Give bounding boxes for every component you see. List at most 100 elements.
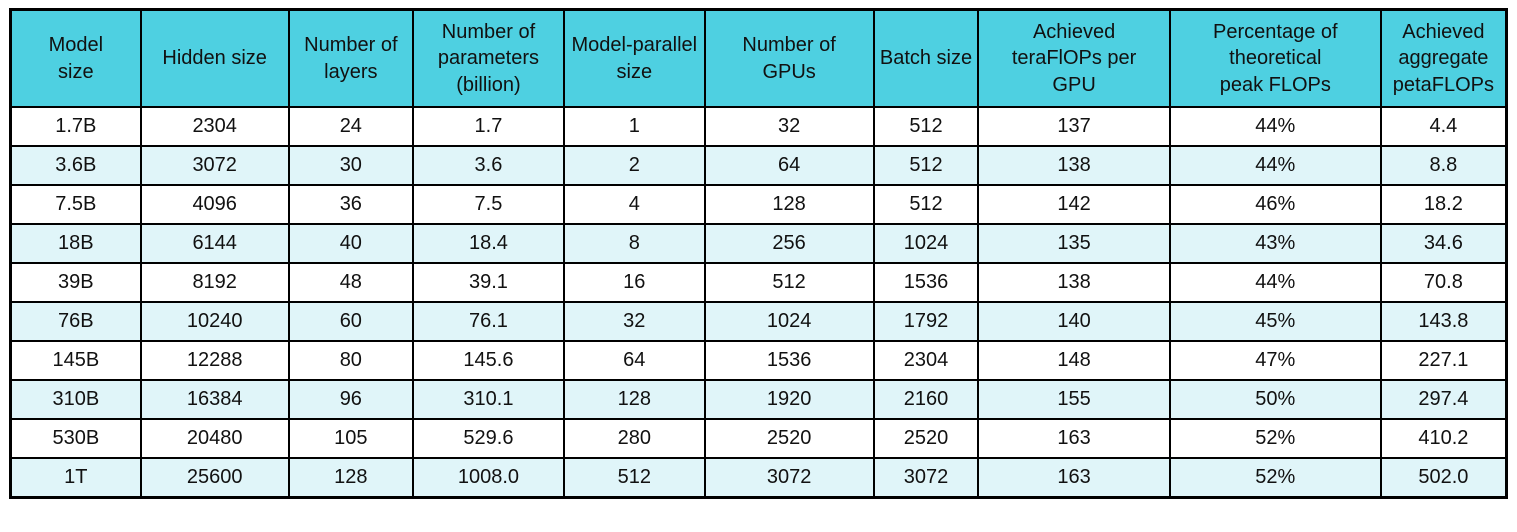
table-cell: 18.4 xyxy=(411,223,565,265)
table-cell: 2160 xyxy=(872,379,980,421)
table-cell: 297.4 xyxy=(1379,379,1508,421)
table-cell: 45% xyxy=(1168,301,1382,343)
table-cell: 64 xyxy=(562,340,706,382)
table-cell: 155 xyxy=(977,379,1171,421)
table-cell: 8192 xyxy=(139,262,290,304)
table-row: 7.5B 4096 36 7.5 4 128 512 142 46% 18.2 xyxy=(9,184,1508,226)
table-cell: 1T xyxy=(9,457,142,499)
table-cell: 24 xyxy=(287,106,414,148)
table-cell: 76B xyxy=(9,301,142,343)
header-cell-8: Achieved teraFlOPs per GPU xyxy=(977,8,1171,109)
table-cell: 143.8 xyxy=(1379,301,1508,343)
table-cell: 18.2 xyxy=(1379,184,1508,226)
table-row: 3.6B 3072 30 3.6 2 64 512 138 44% 8.8 xyxy=(9,145,1508,187)
table-cell: 60 xyxy=(287,301,414,343)
table-cell: 128 xyxy=(703,184,875,226)
table-cell: 310B xyxy=(9,379,142,421)
table-cell: 32 xyxy=(562,301,706,343)
table-cell: 1024 xyxy=(703,301,875,343)
table-cell: 12288 xyxy=(139,340,290,382)
table-cell: 1536 xyxy=(872,262,980,304)
table-cell: 1.7B xyxy=(9,106,142,148)
table-cell: 8.8 xyxy=(1379,145,1508,187)
table-cell: 128 xyxy=(562,379,706,421)
header-cell-6: Number of GPUs xyxy=(703,8,875,109)
table-cell: 138 xyxy=(977,145,1171,187)
table-row: 18B 6144 40 18.4 8 256 1024 135 43% 34.6 xyxy=(9,223,1508,265)
table-header: Model size Hidden size Number of layers Num… xyxy=(9,8,1508,109)
table-cell: 1.7 xyxy=(411,106,565,148)
table-cell: 43% xyxy=(1168,223,1382,265)
table-cell: 512 xyxy=(872,106,980,148)
table-cell: 3072 xyxy=(139,145,290,187)
table-cell: 47% xyxy=(1168,340,1382,382)
table-cell: 4 xyxy=(562,184,706,226)
table-cell: 512 xyxy=(872,184,980,226)
table-cell: 16 xyxy=(562,262,706,304)
table-cell: 34.6 xyxy=(1379,223,1508,265)
table-cell: 3072 xyxy=(703,457,875,499)
table-cell: 135 xyxy=(977,223,1171,265)
table-cell: 40 xyxy=(287,223,414,265)
table-cell: 8 xyxy=(562,223,706,265)
table-cell: 76.1 xyxy=(411,301,565,343)
table-cell: 36 xyxy=(287,184,414,226)
table-cell: 48 xyxy=(287,262,414,304)
table-cell: 2520 xyxy=(703,418,875,460)
table-cell: 137 xyxy=(977,106,1171,148)
table-cell: 64 xyxy=(703,145,875,187)
table-cell: 502.0 xyxy=(1379,457,1508,499)
table-cell: 310.1 xyxy=(411,379,565,421)
table-cell: 16384 xyxy=(139,379,290,421)
header-cell-10: Achieved aggregate petaFLOPs xyxy=(1379,8,1508,109)
table-cell: 512 xyxy=(872,145,980,187)
table-cell: 2520 xyxy=(872,418,980,460)
table-cell: 1008.0 xyxy=(411,457,565,499)
table-row: 310B 16384 96 310.1 128 1920 2160 155 50% 297.4 xyxy=(9,379,1508,421)
table-cell: 138 xyxy=(977,262,1171,304)
table-cell: 25600 xyxy=(139,457,290,499)
table-cell: 142 xyxy=(977,184,1171,226)
table-cell: 529.6 xyxy=(411,418,565,460)
table-cell: 1536 xyxy=(703,340,875,382)
table-cell: 128 xyxy=(287,457,414,499)
table-cell: 256 xyxy=(703,223,875,265)
table-cell: 6144 xyxy=(139,223,290,265)
table-cell: 1920 xyxy=(703,379,875,421)
table-cell: 512 xyxy=(562,457,706,499)
table-cell: 105 xyxy=(287,418,414,460)
table-cell: 2304 xyxy=(872,340,980,382)
table-row: 145B 12288 80 145.6 64 1536 2304 148 47% 227.1 xyxy=(9,340,1508,382)
table-cell: 3.6 xyxy=(411,145,565,187)
table-row: 1T 25600 128 1008.0 512 3072 3072 163 52% 502.0 xyxy=(9,457,1508,499)
table-cell: 44% xyxy=(1168,262,1382,304)
table-cell: 2304 xyxy=(139,106,290,148)
table-cell: 10240 xyxy=(139,301,290,343)
table-row: 530B 20480 105 529.6 280 2520 2520 163 52% 410.2 xyxy=(9,418,1508,460)
table-row: 39B 8192 48 39.1 16 512 1536 138 44% 70.8 xyxy=(9,262,1508,304)
table-cell: 227.1 xyxy=(1379,340,1508,382)
table-cell: 145.6 xyxy=(411,340,565,382)
header-row: Model size Hidden size Number of layers Num… xyxy=(9,8,1508,109)
table-cell: 39.1 xyxy=(411,262,565,304)
table-cell: 32 xyxy=(703,106,875,148)
header-cell-1: Model size xyxy=(9,8,142,109)
table-cell: 1024 xyxy=(872,223,980,265)
table-cell: 30 xyxy=(287,145,414,187)
table-cell: 148 xyxy=(977,340,1171,382)
table-cell: 20480 xyxy=(139,418,290,460)
table-cell: 52% xyxy=(1168,418,1382,460)
table-cell: 80 xyxy=(287,340,414,382)
table-cell: 410.2 xyxy=(1379,418,1508,460)
table-cell: 50% xyxy=(1168,379,1382,421)
table-cell: 44% xyxy=(1168,106,1382,148)
table-cell: 3.6B xyxy=(9,145,142,187)
table-cell: 280 xyxy=(562,418,706,460)
header-cell-2: Hidden size xyxy=(139,8,290,109)
header-cell-4: Number of parameters (billion) xyxy=(411,8,565,109)
table-cell: 52% xyxy=(1168,457,1382,499)
table-cell: 70.8 xyxy=(1379,262,1508,304)
table-cell: 2 xyxy=(562,145,706,187)
table-body: 1.7B 2304 24 1.7 1 32 512 137 44% 4.4 3.6B 3072 30 3.… xyxy=(9,106,1508,499)
table-cell: 4.4 xyxy=(1379,106,1508,148)
